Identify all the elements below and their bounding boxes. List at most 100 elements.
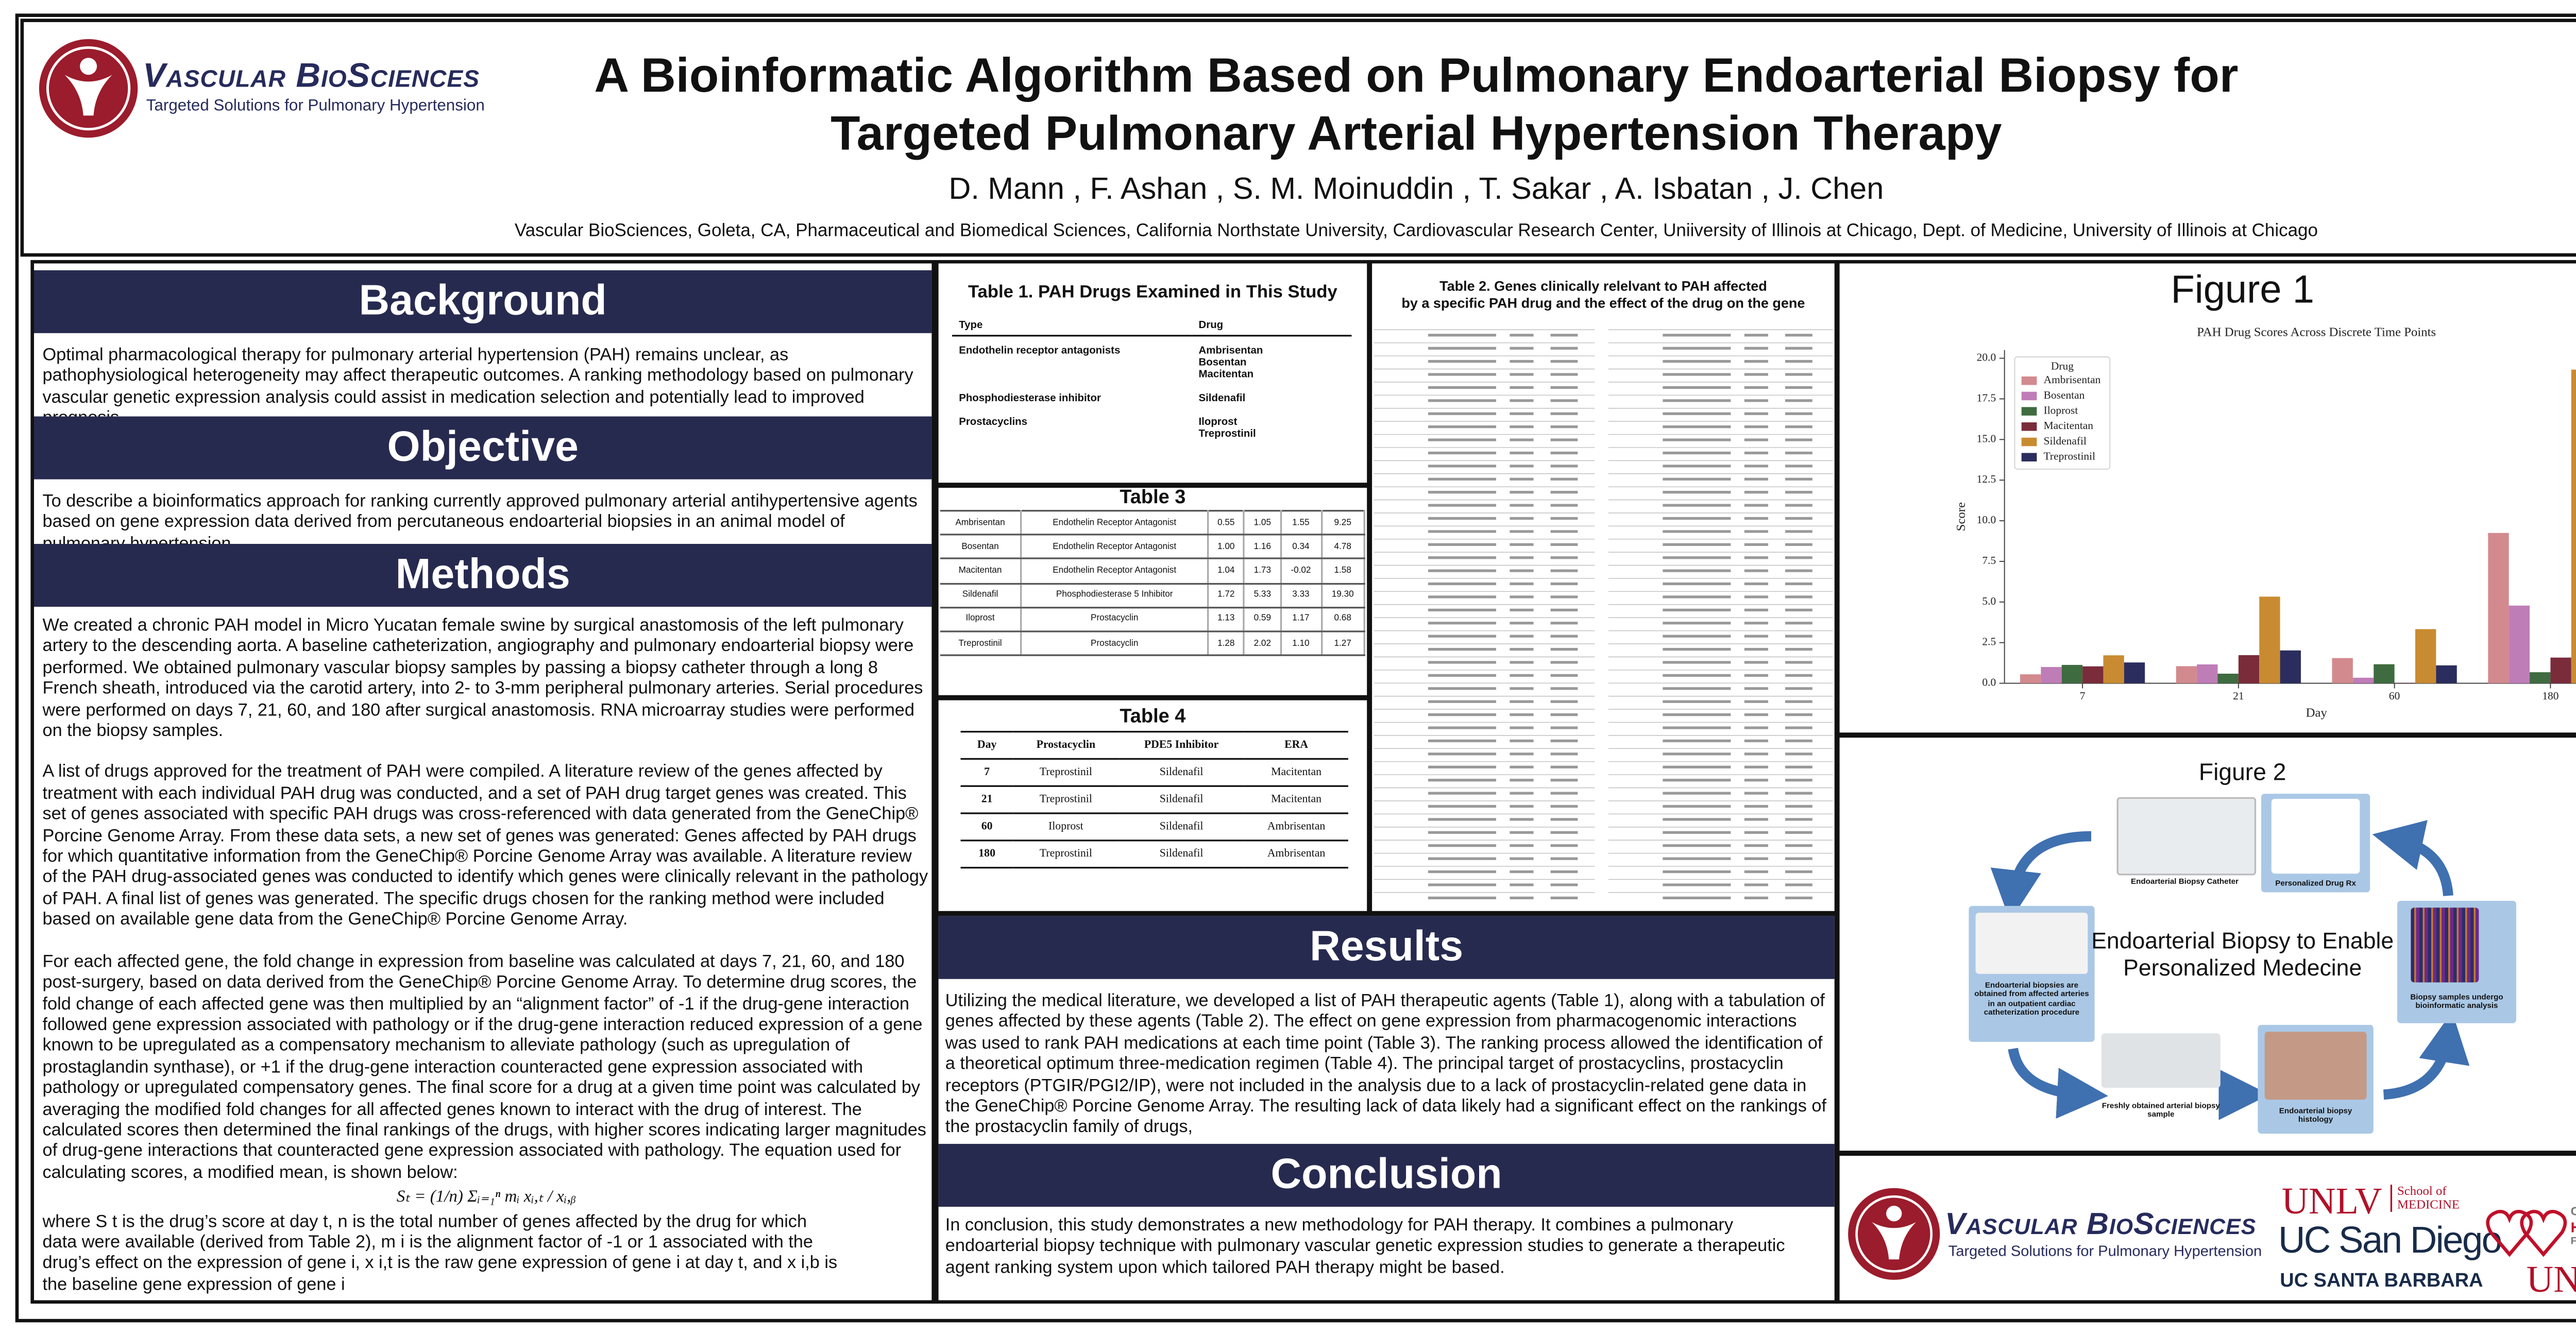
logo-line: FOUNDATION xyxy=(2571,1235,2576,1250)
table2-text xyxy=(1550,438,1578,441)
table2-text xyxy=(1663,739,1731,743)
table2-text xyxy=(1510,713,1534,716)
ucsb-logo: UC SANTA BARBARA xyxy=(2280,1271,2483,1292)
table2-text xyxy=(1785,412,1812,415)
table2-text xyxy=(1744,556,1768,559)
logo-name: Vascular BioSciences xyxy=(143,58,480,95)
table2-text xyxy=(1785,896,1812,900)
table-cell: 1.58 xyxy=(1321,559,1365,584)
bar xyxy=(2280,650,2301,683)
chart-title: PAH Drug Scores Across Discrete Time Poi… xyxy=(2197,325,2436,339)
table2-text xyxy=(1510,661,1534,664)
table2-text xyxy=(1510,608,1534,612)
table2-text xyxy=(1550,805,1578,808)
table2-text xyxy=(1550,386,1578,389)
table2-text xyxy=(1550,779,1578,782)
table-cell: 1.10 xyxy=(1280,631,1322,657)
legend-label: Treprostinil xyxy=(2044,450,2096,463)
table-header-cell: Day xyxy=(960,731,1013,760)
table2-text xyxy=(1550,399,1578,402)
y-axis-label: Score xyxy=(1954,502,1968,531)
table-header-cell: Drug xyxy=(1198,319,1224,332)
drug-name: Iloprost xyxy=(1198,416,1238,429)
table2-text xyxy=(1550,831,1578,834)
table2-text xyxy=(1785,765,1812,768)
table2-text xyxy=(1744,700,1768,703)
table2-text xyxy=(1550,687,1578,690)
table2-text xyxy=(1744,726,1768,729)
section-heading: Results xyxy=(938,916,1835,979)
table2-text xyxy=(1663,334,1731,337)
bar xyxy=(2415,629,2436,683)
table-row: 7 Treprostinil Sildenafil Macitentan xyxy=(960,759,1348,787)
table2-text xyxy=(1744,373,1768,376)
chart: PAH Drug Scores Across Discrete Time Poi… xyxy=(1954,325,2576,720)
table2-text xyxy=(1744,622,1768,625)
table-cell: Prostacyclin xyxy=(1021,607,1209,632)
table4: Day Prostacyclin PDE5 Inhibitor ERA 7 Trepros… xyxy=(960,731,1348,869)
logos-panel xyxy=(1836,1152,2576,1304)
bar xyxy=(2374,664,2395,683)
table2-text xyxy=(1663,373,1731,376)
table2-text xyxy=(1785,360,1812,363)
table2-text xyxy=(1428,870,1496,874)
bar xyxy=(2571,369,2576,683)
table2-text xyxy=(1663,622,1731,625)
table2-text xyxy=(1428,622,1496,625)
y-tick-label: 17.5 xyxy=(1977,391,1996,404)
table2-text xyxy=(1663,465,1731,468)
table-cell: -0.02 xyxy=(1280,559,1322,584)
table2-text xyxy=(1428,831,1496,834)
table2-text xyxy=(1428,674,1496,677)
table2-text xyxy=(1428,792,1496,795)
unlv-medicine: School of MEDICINE xyxy=(2390,1184,2460,1212)
x-axis-label: Day xyxy=(2306,706,2328,720)
poster-title: A Bioinformatic Algorithm Based on Pulmo… xyxy=(510,47,2323,163)
table2-text xyxy=(1663,700,1731,703)
table2-text xyxy=(1785,595,1812,598)
table2-text xyxy=(1744,635,1768,638)
table2-text xyxy=(1550,713,1578,716)
y-tick-label: 12.5 xyxy=(1977,473,1996,485)
table2-text xyxy=(1663,412,1731,415)
bar xyxy=(2238,655,2260,683)
table2-text xyxy=(1785,386,1812,389)
table2-text xyxy=(1550,582,1578,586)
bar xyxy=(2352,677,2374,683)
table2-text xyxy=(1744,674,1768,677)
table-cell: Macitentan xyxy=(1244,786,1348,814)
table2-text xyxy=(1428,752,1496,756)
table2-text xyxy=(1550,491,1578,494)
table2-text xyxy=(1428,399,1496,402)
table2-text xyxy=(1785,347,1812,350)
unlv-logo: UNLV xyxy=(2526,1258,2576,1300)
table2-text xyxy=(1550,792,1578,795)
y-tick-label: 5.0 xyxy=(1982,595,1996,607)
table2-text xyxy=(1785,700,1812,703)
table2-text xyxy=(1663,857,1731,860)
table2-text xyxy=(1785,543,1812,546)
paragraph: where S t is the drug’s score at day t, … xyxy=(42,1212,838,1295)
legend-label: Macitentan xyxy=(2044,419,2094,432)
section-heading: Background xyxy=(34,270,932,333)
table2-text xyxy=(1744,792,1768,795)
table-row: Endothelin receptor antagonists Ambrisent… xyxy=(952,336,1352,384)
table-row: 180 Treprostinil Sildenafil Ambrisentan xyxy=(960,840,1348,869)
table-cell: 1.28 xyxy=(1208,631,1245,657)
table-cell: 1.17 xyxy=(1280,607,1322,632)
table-cell: 1.00 xyxy=(1208,535,1245,560)
logo-line: HEART xyxy=(2571,1220,2576,1235)
table-cell: Phosphodiesterase inhibitor xyxy=(959,392,1101,405)
table2-text xyxy=(1428,844,1496,847)
table2-text xyxy=(1510,792,1534,795)
table2-text xyxy=(1510,530,1534,533)
table2-text xyxy=(1510,582,1534,586)
table2-text xyxy=(1550,818,1578,821)
logo-name: Vascular BioSciences xyxy=(1945,1207,2257,1241)
paragraph: We created a chronic PAH model in Micro … xyxy=(42,617,923,741)
table2-text xyxy=(1663,765,1731,768)
table2-text xyxy=(1428,896,1496,900)
table-cell: 1.72 xyxy=(1208,583,1245,608)
table-title: Table 3 xyxy=(1120,488,1186,508)
table-cell: 21 xyxy=(960,786,1013,814)
